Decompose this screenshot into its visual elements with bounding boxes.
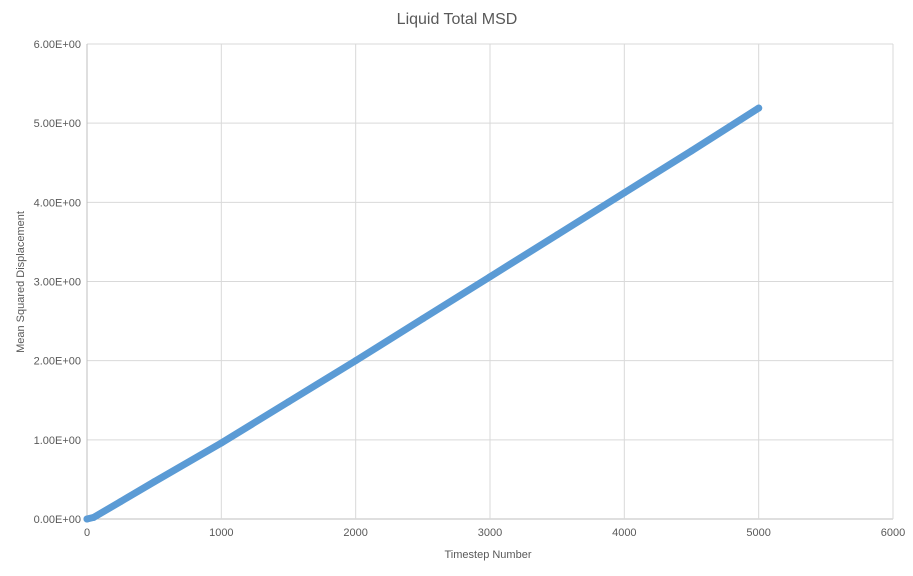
y-tick-label: 3.00E+00 [34, 277, 81, 289]
data-point [285, 398, 292, 406]
x-tick-label: 1000 [209, 527, 233, 539]
data-point [150, 478, 158, 486]
data-point [486, 273, 494, 281]
y-tick-label: 6.00E+00 [34, 39, 81, 51]
data-point [620, 189, 628, 197]
data-point [90, 513, 98, 521]
data-point [352, 357, 360, 365]
data-point [553, 231, 561, 239]
data-point [419, 315, 427, 323]
data-point [117, 498, 125, 506]
series-group [83, 104, 763, 523]
data-point [755, 104, 763, 112]
y-tick-label: 5.00E+00 [34, 118, 81, 130]
x-tick-label: 6000 [881, 527, 905, 539]
y-tick-label: 1.00E+00 [34, 435, 81, 447]
y-tick-label: 2.00E+00 [34, 356, 81, 368]
x-tick-label: 0 [84, 527, 90, 539]
x-tick-labels: 0 1000 2000 3000 4000 5000 6000 [84, 527, 905, 539]
y-tick-label: 0.00E+00 [34, 514, 81, 526]
x-tick-label: 2000 [343, 527, 367, 539]
data-point [688, 147, 695, 155]
x-tick-label: 5000 [746, 527, 770, 539]
msd-series-line [83, 104, 763, 523]
y-axis-label: Mean Squared Displacement [15, 211, 27, 353]
x-tick-label: 3000 [478, 527, 502, 539]
y-tick-label: 4.00E+00 [34, 197, 81, 209]
x-tick-label: 4000 [612, 527, 636, 539]
y-tick-labels: 0.00E+00 1.00E+00 2.00E+00 3.00E+00 4.00E+00… [34, 39, 81, 526]
chart-title: Liquid Total MSD [397, 11, 518, 28]
x-axis-label: Timestep Number [444, 549, 531, 561]
data-point [217, 439, 225, 447]
gridlines [86, 43, 894, 520]
data-point [83, 515, 91, 523]
